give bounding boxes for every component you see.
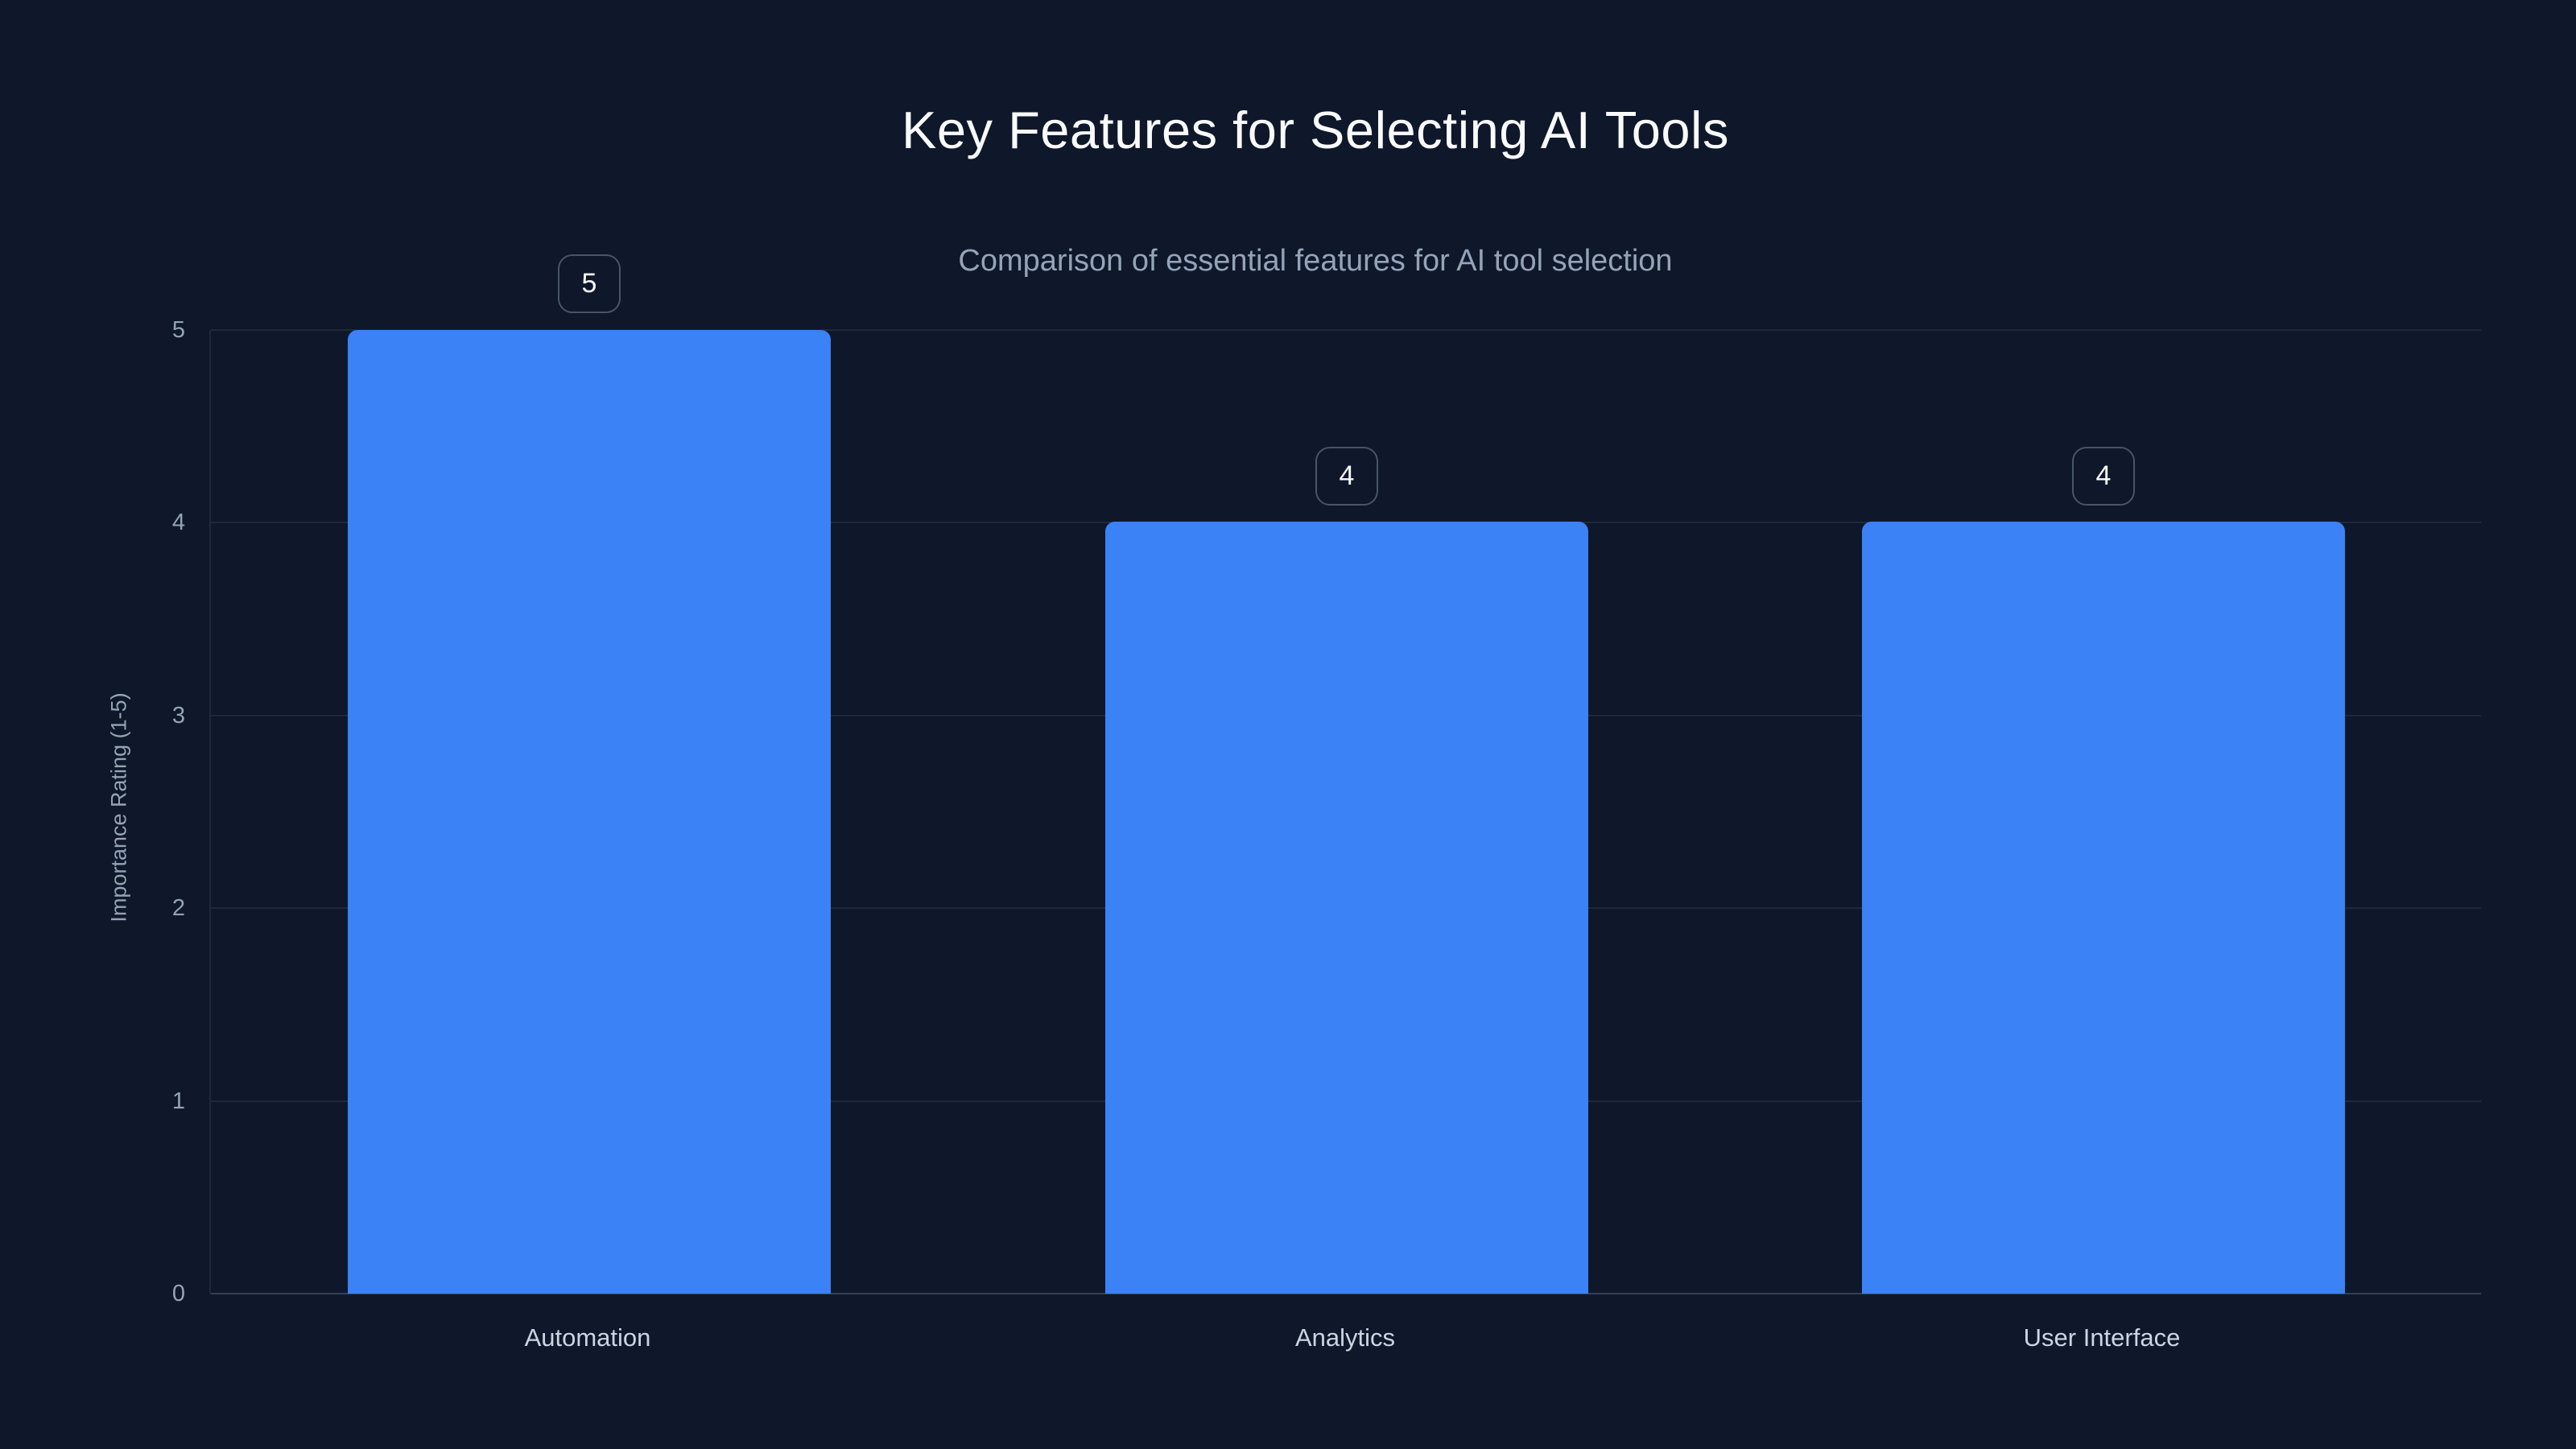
x-axis-baseline [211,1293,2481,1294]
value-badge-user-interface: 4 [2072,447,2135,506]
y-tick-label-4: 4 [171,510,185,535]
y-tick-label-0: 0 [171,1281,185,1307]
bar-user-interface[interactable] [1862,522,2345,1294]
value-badge-automation: 5 [558,254,621,313]
chart-subtitle: Comparison of essential features for AI … [958,244,1673,278]
gridline-5 [211,329,2481,331]
bar-automation[interactable] [348,330,831,1294]
y-tick-label-3: 3 [171,703,185,729]
y-tick-label-1: 1 [171,1088,185,1114]
chart-title: Key Features for Selecting AI Tools [902,101,1729,159]
value-badge-analytics: 4 [1315,447,1378,506]
y-tick-label-5: 5 [171,317,185,343]
y-tick-label-2: 2 [171,895,185,921]
x-category-label-automation: Automation [524,1323,651,1352]
plot-area: 5 4 4 [209,254,2481,1294]
x-category-label-analytics: Analytics [1294,1323,1396,1352]
bar-analytics[interactable] [1105,522,1588,1294]
x-category-label-user-interface: User Interface [2023,1323,2181,1352]
